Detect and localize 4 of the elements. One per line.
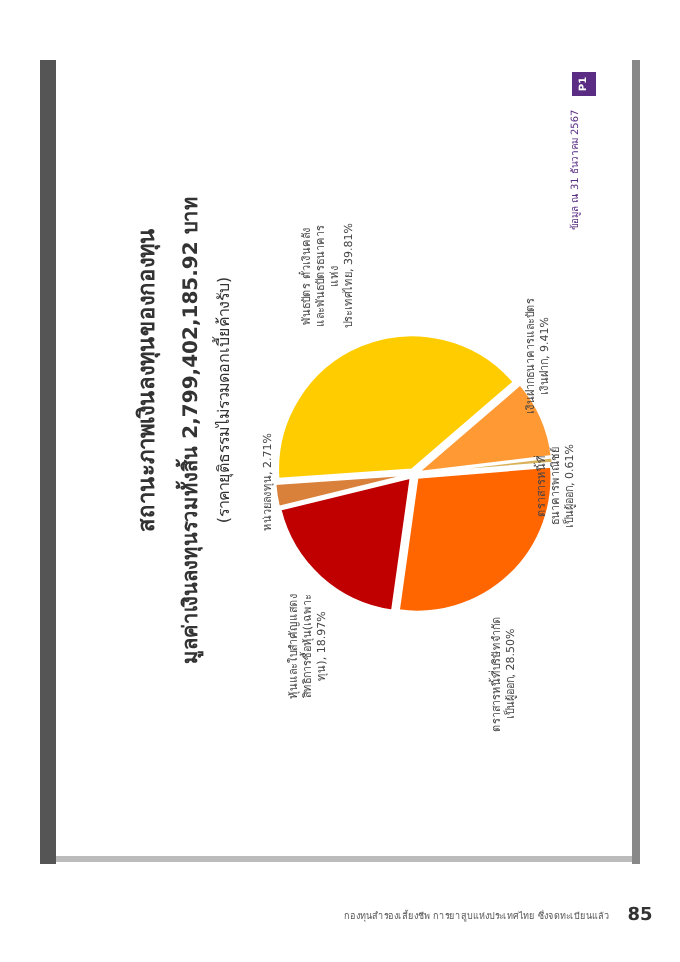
text: 85 [625, 906, 655, 926]
text: มูลค่าเงินลงทุนรวมทั้งสิ้น 2,799,402,185.92 บาท [175, 194, 205, 668]
text: (ราคายุติธรรมไม่รวมดอกเบี้ยค้างรับ) [211, 274, 236, 528]
text: สถานะภาพเงินลงทุนของกองทุน [132, 226, 163, 536]
